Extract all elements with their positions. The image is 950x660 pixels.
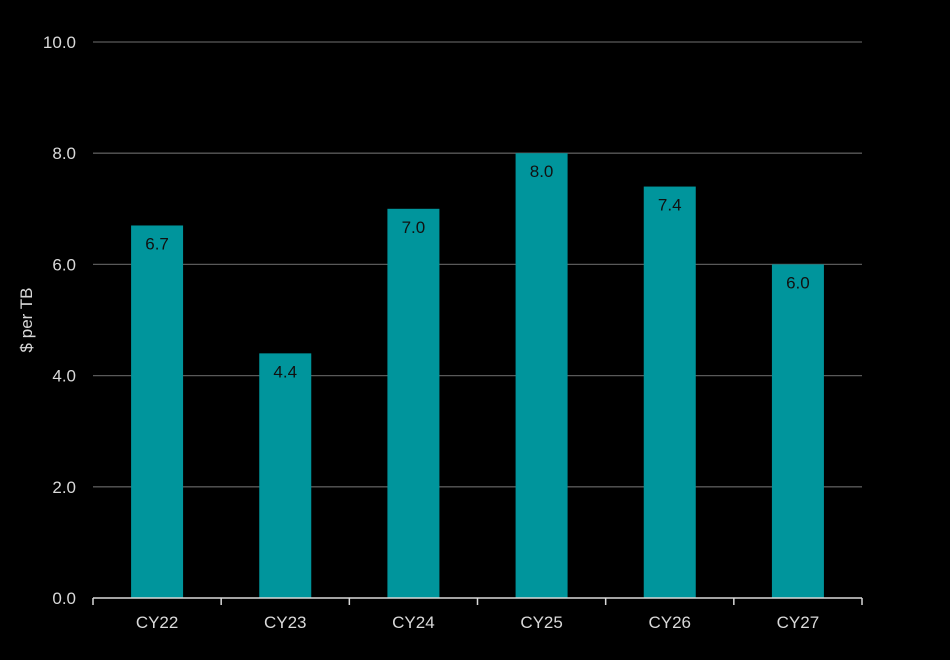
labels: 0.0 2.0 4.0 6.0 8.0 10.0 6.7 CY22 4.4 CY23 7.0 CY24… — [43, 33, 819, 632]
y-tick-label: 8.0 — [52, 144, 76, 163]
x-tick-label: CY25 — [520, 613, 563, 632]
axes — [92, 597, 863, 605]
data-label: 8.0 — [530, 162, 554, 181]
bar — [131, 225, 184, 599]
y-axis-title: $ per TB — [17, 288, 36, 353]
bar — [771, 264, 824, 598]
x-tick-label: CY27 — [777, 613, 820, 632]
bar — [643, 186, 696, 598]
y-tick-label: 6.0 — [52, 255, 76, 274]
y-tick-label: 2.0 — [52, 478, 76, 497]
x-tick-label: CY26 — [648, 613, 691, 632]
bars — [131, 153, 824, 599]
bar — [387, 208, 440, 599]
bar — [259, 353, 312, 598]
bar — [515, 153, 568, 598]
data-label: 6.7 — [145, 234, 169, 253]
data-label: 7.0 — [402, 218, 426, 237]
data-label: 6.0 — [786, 273, 810, 292]
gridlines — [93, 41, 862, 488]
x-tick-label: CY24 — [392, 613, 435, 632]
x-tick-label: CY22 — [136, 613, 179, 632]
x-tick-label: CY23 — [264, 613, 307, 632]
data-label: 7.4 — [658, 196, 682, 215]
data-label: 4.4 — [273, 362, 297, 381]
y-tick-label: 4.0 — [52, 367, 76, 386]
y-tick-label: 10.0 — [43, 33, 76, 52]
y-tick-label: 0.0 — [52, 589, 76, 608]
